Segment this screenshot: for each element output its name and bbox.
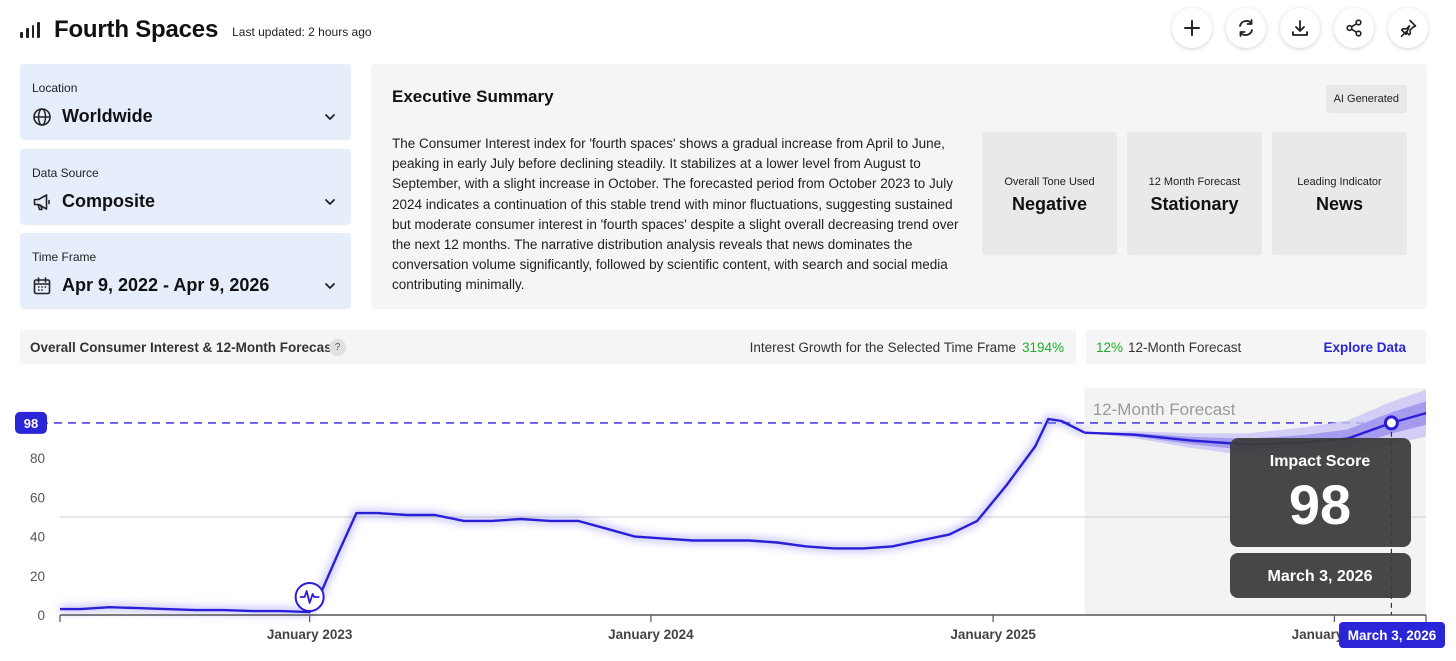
event-marker: [294, 582, 325, 612]
executive-summary-panel: Executive Summary AI Generated The Consu…: [371, 64, 1427, 309]
location-filter[interactable]: Location Worldwide: [20, 64, 351, 140]
location-label: Location: [32, 81, 78, 95]
y-tick-label: 80: [30, 451, 45, 466]
kpi-value: News: [1315, 194, 1364, 214]
location-value: Worldwide: [62, 106, 153, 126]
chevron-down-icon: [325, 283, 335, 289]
chevron-down-icon: [325, 199, 335, 205]
help-icon[interactable]: ?: [329, 339, 346, 356]
download-icon: [1292, 20, 1308, 36]
kpi-label: Leading Indicator: [1297, 176, 1382, 188]
y-tick-label: 40: [30, 530, 45, 545]
pulse-icon: [299, 590, 320, 604]
reference-value: 98: [24, 416, 38, 431]
forecast-header: 12% 12-Month Forecast Explore Data: [1086, 330, 1426, 364]
add-icon: [1184, 20, 1200, 36]
chevron-down-icon: [325, 114, 335, 120]
time-frame-label: Time Frame: [32, 250, 97, 264]
calendar-icon: [33, 277, 51, 295]
globe-icon: [33, 108, 51, 126]
share-icon: [1346, 19, 1362, 37]
pin-button[interactable]: [1388, 8, 1428, 48]
summary-title: Executive Summary: [392, 87, 554, 106]
refresh-icon: [1239, 19, 1253, 37]
time-frame-value: Apr 9, 2022 - Apr 9, 2026: [62, 275, 270, 295]
last-updated-text: Last updated: 2 hours ago: [232, 25, 372, 39]
tooltip-date-box: [1230, 553, 1411, 598]
pin-icon: [1400, 19, 1417, 38]
x-tick-label: January 2023: [267, 627, 353, 642]
kpi-value: Negative: [1011, 194, 1088, 214]
share-button[interactable]: [1334, 8, 1374, 48]
kpi-label: 12 Month Forecast: [1148, 176, 1241, 188]
time-frame-filter[interactable]: Time Frame Apr 9, 2022 - Apr 9, 2026: [20, 233, 351, 309]
axis-date-badge: [1339, 622, 1445, 648]
explore-data-link[interactable]: Explore Data: [1323, 340, 1406, 355]
actual-line-glow: [60, 414, 1087, 617]
actual-line: [60, 417, 1086, 614]
kpi-overall-tone: Overall Tone Used Negative: [982, 132, 1117, 255]
summary-text: The Consumer Interest index for 'fourth …: [392, 136, 959, 293]
y-tick-label: 20: [30, 569, 45, 584]
add-button[interactable]: [1172, 8, 1212, 48]
page-header: Fourth Spaces Last updated: 2 hours ago: [20, 12, 372, 48]
forecast-percent: 12%: [1096, 340, 1124, 355]
ai-generated-badge: AI Generated: [1325, 85, 1407, 113]
data-source-value: Composite: [62, 191, 156, 211]
hover-point: [1383, 415, 1399, 431]
refresh-button[interactable]: [1226, 8, 1266, 48]
axis-date-label: March 3, 2026: [1348, 628, 1437, 643]
kpi-leading-indicator: Leading Indicator News: [1272, 132, 1407, 255]
signal-bars-icon: [20, 22, 40, 38]
toolbar-actions: [1172, 8, 1428, 48]
x-tick-label: January 2024: [608, 627, 694, 642]
y-tick-label: 0: [37, 608, 45, 623]
megaphone-icon: [33, 194, 50, 211]
reference-badge: [15, 411, 47, 434]
tooltip-value: 98: [1289, 473, 1351, 536]
growth-value: 3194%: [1021, 340, 1064, 355]
tooltip-date: March 3, 2026: [1268, 568, 1373, 585]
data-source-label: Data Source: [32, 166, 99, 180]
forecast-label: 12-Month Forecast: [1128, 340, 1242, 355]
forecast-region-label: 12-Month Forecast: [1093, 400, 1236, 419]
growth-label: Interest Growth for the Selected Time Fr…: [749, 340, 1016, 355]
x-tick-label: January 2025: [950, 627, 1036, 642]
interest-chart: 12-Month Forecast 0 20 40 60 80 January 2023 J…: [15, 388, 1445, 648]
chart-title: Overall Consumer Interest & 12-Month For…: [30, 340, 337, 355]
tooltip-title: Impact Score: [1270, 453, 1371, 470]
kpi-12-month-forecast: 12 Month Forecast Stationary: [1127, 132, 1262, 255]
kpi-label: Overall Tone Used: [1004, 176, 1095, 188]
download-button[interactable]: [1280, 8, 1320, 48]
chart-header: Overall Consumer Interest & 12-Month For…: [20, 330, 1076, 364]
interest-growth: Interest Growth for the Selected Time Fr…: [750, 340, 1064, 355]
kpi-value: Stationary: [1150, 194, 1239, 214]
y-tick-label: 60: [30, 490, 45, 505]
data-source-filter[interactable]: Data Source Composite: [20, 149, 351, 225]
tooltip-box: [1230, 438, 1411, 547]
page-title: Fourth Spaces: [54, 16, 219, 43]
